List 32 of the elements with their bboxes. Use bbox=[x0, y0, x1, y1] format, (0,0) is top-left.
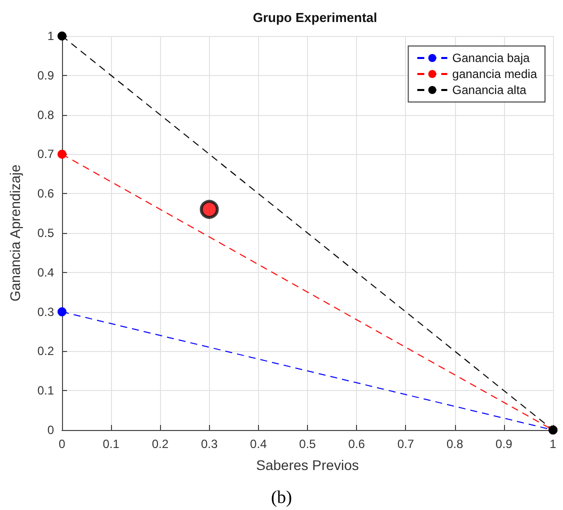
point bbox=[58, 307, 66, 316]
x-tick-label: 0.8 bbox=[446, 437, 464, 451]
y-tick-label: 0.9 bbox=[37, 68, 54, 82]
legend-label: ganancia media bbox=[452, 67, 538, 81]
y-tick-label: 0.6 bbox=[37, 186, 54, 201]
y-tick-label: 0 bbox=[47, 423, 54, 437]
y-tick-label: 0.8 bbox=[37, 108, 54, 122]
legend-label: Ganancia alta bbox=[452, 83, 527, 97]
y-tick-label: 0.4 bbox=[37, 265, 54, 280]
y-tick-label: 0.5 bbox=[37, 226, 54, 240]
y-tick-label: 0.1 bbox=[37, 384, 54, 398]
chart-title: Grupo Experimental bbox=[252, 10, 378, 25]
x-tick-label: 1 bbox=[550, 437, 557, 451]
x-axis-title: Saberes Previos bbox=[256, 457, 359, 473]
y-tick-label: 0.7 bbox=[37, 147, 54, 162]
x-tick-label: 0.4 bbox=[250, 437, 268, 451]
y-tick-label: 1 bbox=[47, 29, 54, 43]
legend-label: Ganancia baja bbox=[452, 51, 530, 65]
y-axis-title: Ganancia Aprendizaje bbox=[7, 164, 23, 302]
point bbox=[58, 150, 66, 159]
y-tick-label: 0.2 bbox=[37, 344, 54, 358]
x-tick-label: 0.2 bbox=[152, 437, 169, 451]
point bbox=[200, 200, 219, 219]
x-tick-label: 0 bbox=[58, 437, 66, 451]
x-tick-label: 0.6 bbox=[348, 437, 366, 451]
x-tick-label: 0.3 bbox=[200, 437, 218, 451]
x-tick-label: 0.7 bbox=[397, 437, 414, 451]
x-tick-label: 0.5 bbox=[299, 437, 316, 451]
x-tick-label: 0.9 bbox=[496, 437, 513, 451]
text: (b) bbox=[271, 487, 292, 507]
x-tick-label: 0.1 bbox=[102, 437, 120, 451]
y-tick-label: 0.3 bbox=[37, 304, 54, 319]
